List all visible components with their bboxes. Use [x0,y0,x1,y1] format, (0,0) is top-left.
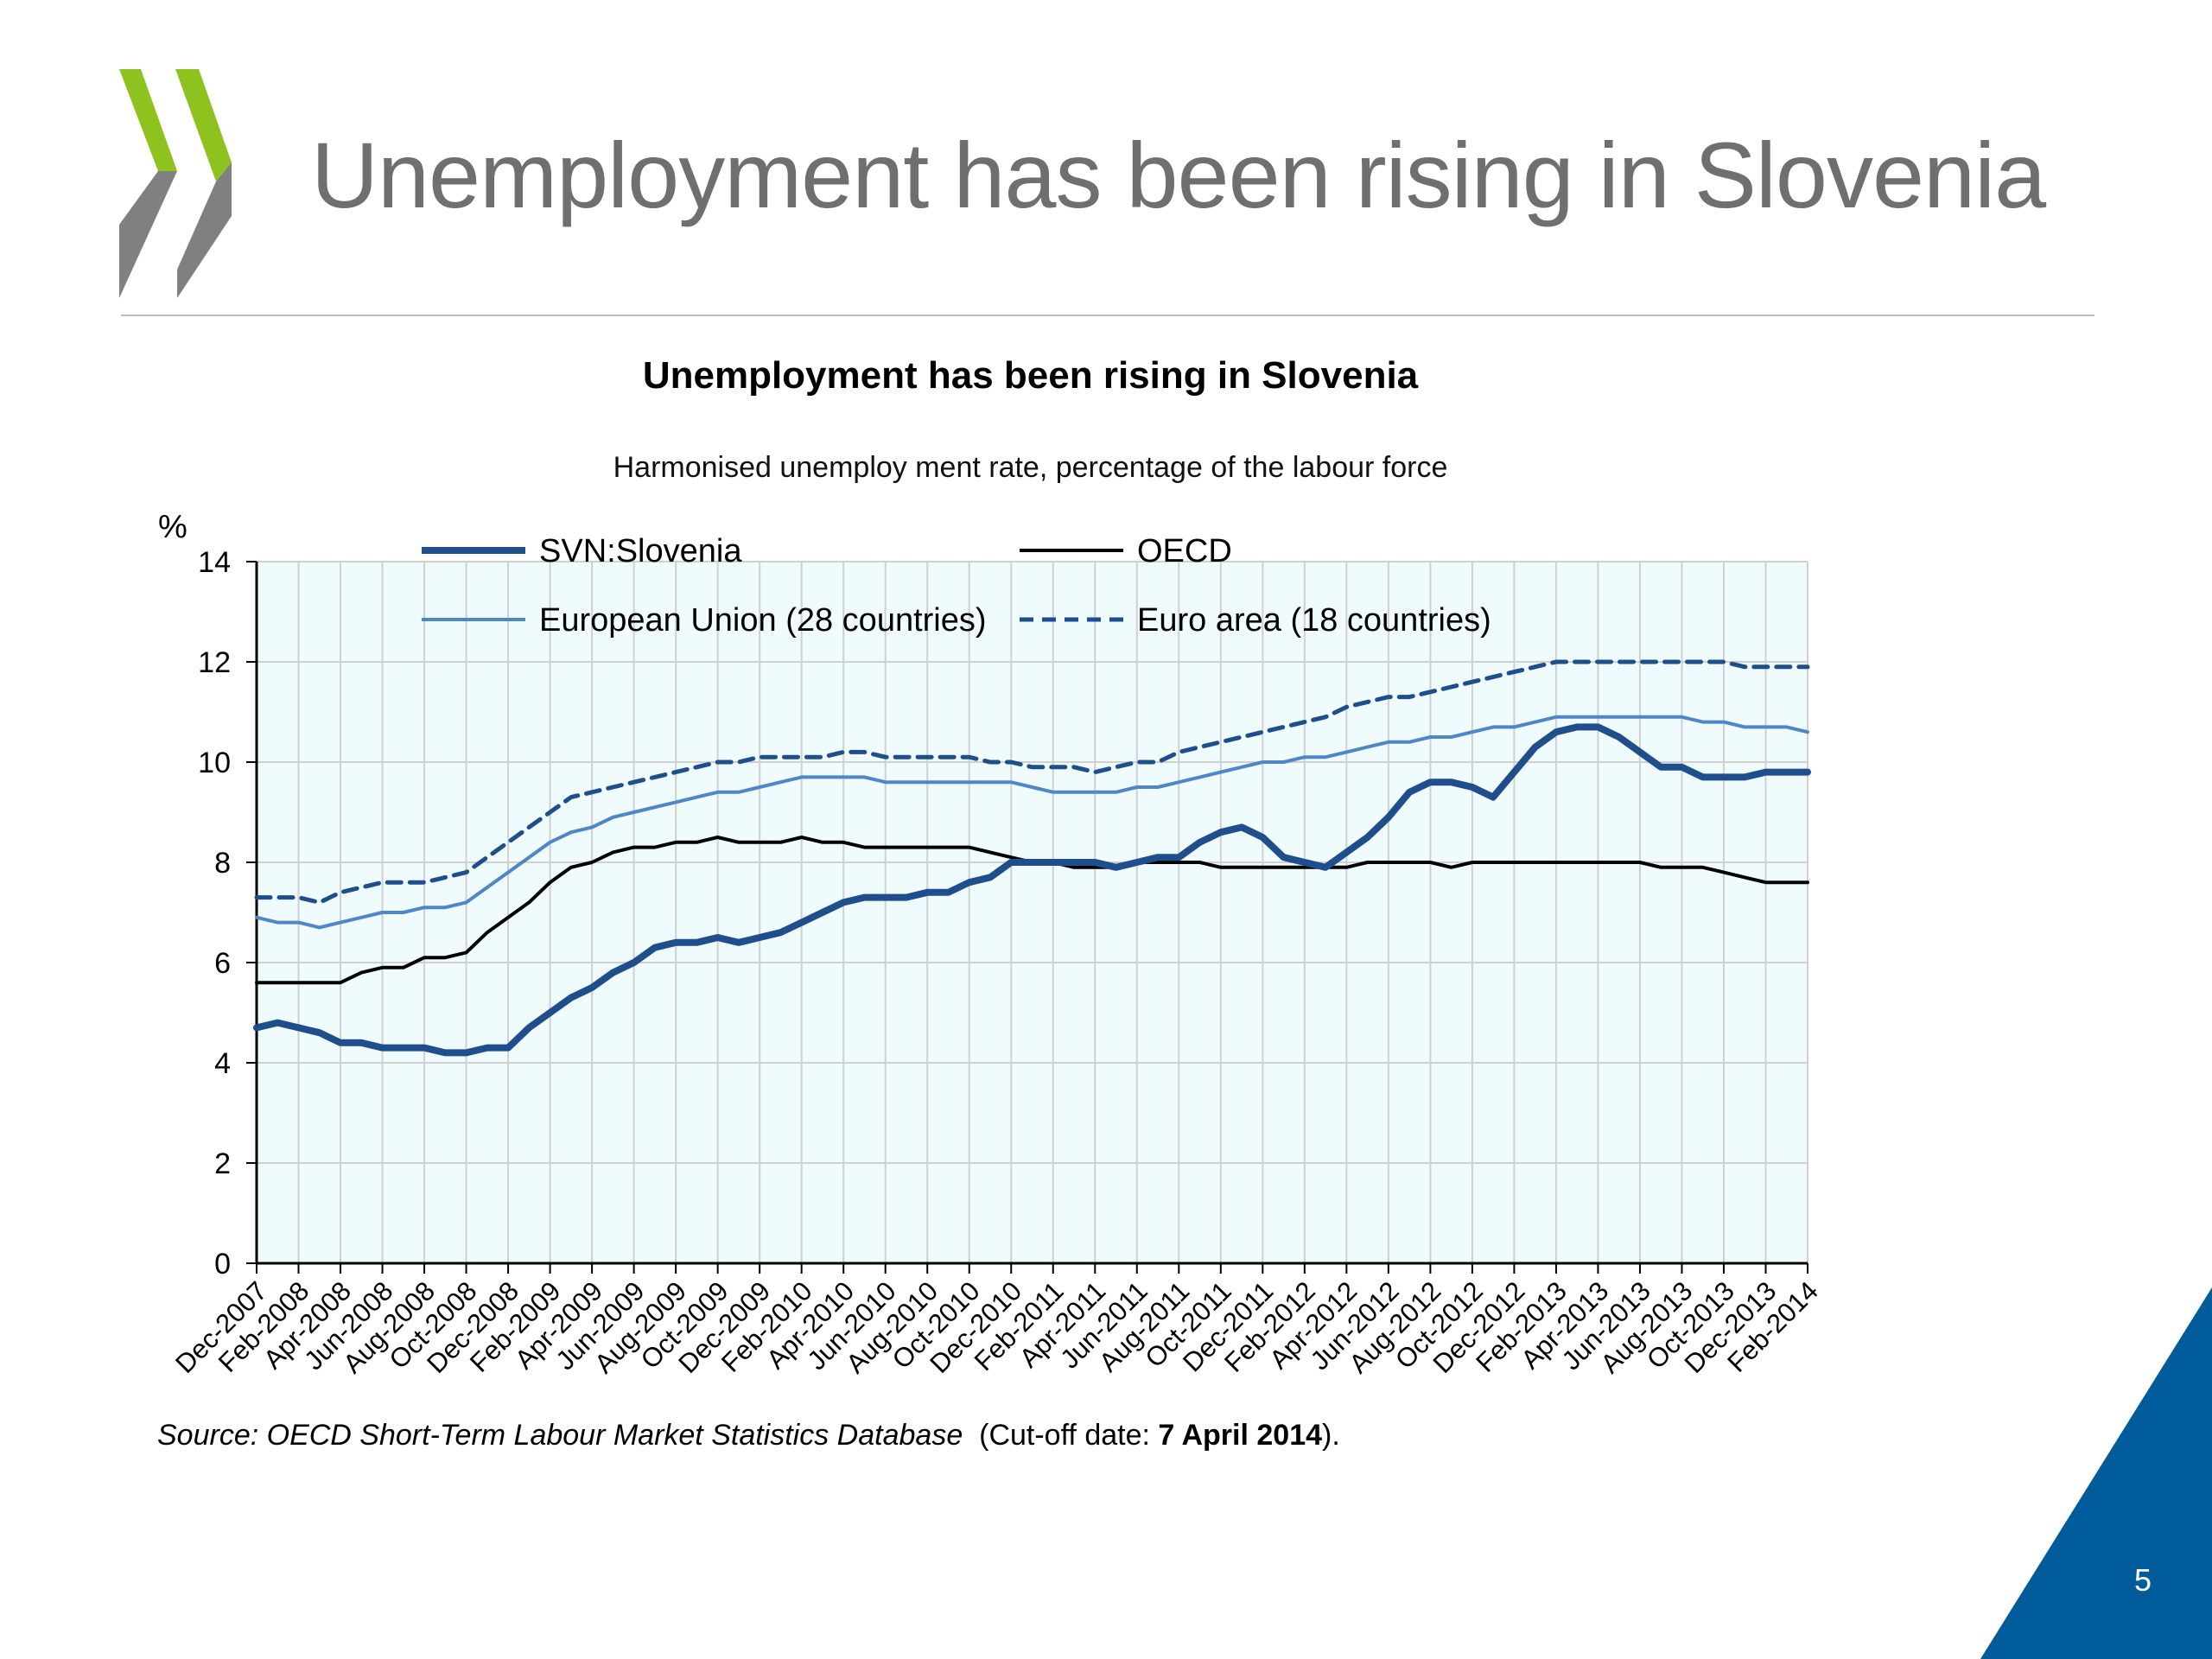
y-tick-label: 6 [214,947,231,980]
plot-area [257,562,1808,1263]
logo-chevron-grey-left [119,171,177,298]
legend-label-0: SVN:Slovenia [539,533,742,569]
source-cutoff-label: (Cut-off date: [963,1419,1159,1452]
y-tick-label: 2 [214,1147,231,1180]
y-tick-label: 10 [198,747,231,779]
logo-chevron-green-right [175,69,232,181]
y-axis-label: % [158,509,188,545]
y-tick-label: 14 [198,546,231,579]
y-tick-label: 0 [214,1248,231,1281]
y-tick-label: 4 [214,1047,231,1080]
chart-subtitle: Harmonised unemploy ment rate, percentag… [613,451,1448,484]
slide-title: Unemployment has been rising in Slovenia [311,123,2046,227]
legend-label-1: OECD [1137,533,1232,569]
source-text: Source: OECD Short-Term Labour Market St… [157,1419,963,1452]
title-divider [121,315,2094,316]
series-line-2 [255,715,1809,930]
logo-chevron-grey-right [177,162,232,298]
legend-label-3: Euro area (18 countries) [1137,602,1491,639]
page-number: 5 [2133,1562,2152,1598]
source-end: ). [1322,1419,1340,1452]
source-note: Source: OECD Short-Term Labour Market St… [157,1419,1340,1452]
logo-chevron-green-left [119,69,177,171]
chart-title: Unemployment has been rising in Slovenia [642,354,1419,397]
legend-label-2: European Union (28 countries) [539,602,987,639]
y-tick-label: 12 [198,646,231,679]
chart-axes [246,561,1808,1274]
series-line-3 [254,659,1810,905]
chart-legend: SVN:Slovenia OECD European Union (28 count… [422,533,1491,639]
y-tick-label: 8 [214,847,231,880]
chart-series [253,659,1811,1057]
source-cutoff-date: 7 April 2014 [1158,1419,1323,1452]
series-line-0 [253,723,1811,1057]
oecd-logo [119,69,232,298]
